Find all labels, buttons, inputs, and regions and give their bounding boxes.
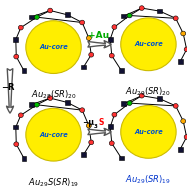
Bar (157, 9, 162, 13)
Circle shape (89, 52, 94, 57)
Circle shape (48, 8, 53, 13)
Circle shape (184, 47, 187, 52)
Circle shape (139, 6, 144, 10)
Circle shape (26, 21, 81, 74)
Circle shape (121, 105, 176, 158)
Circle shape (109, 141, 114, 146)
Circle shape (112, 112, 117, 117)
Circle shape (181, 31, 186, 36)
Bar (65, 100, 70, 105)
Text: Au-core: Au-core (39, 132, 68, 138)
Bar (157, 96, 162, 101)
Circle shape (34, 102, 39, 107)
Bar (81, 65, 86, 69)
Circle shape (139, 93, 144, 98)
Text: −μ: −μ (82, 118, 94, 127)
Circle shape (173, 104, 178, 108)
Circle shape (26, 108, 81, 161)
Circle shape (86, 123, 91, 128)
Circle shape (14, 142, 19, 147)
Text: S: S (98, 118, 103, 127)
Circle shape (34, 15, 39, 19)
Circle shape (48, 96, 53, 101)
Bar (178, 59, 183, 64)
Circle shape (80, 20, 85, 25)
Bar (121, 14, 126, 19)
Text: 3: 3 (94, 124, 98, 129)
Circle shape (112, 25, 117, 29)
Bar (81, 152, 86, 157)
Bar (119, 156, 124, 160)
Bar (121, 101, 126, 106)
Circle shape (80, 108, 85, 112)
Bar (65, 12, 70, 17)
Circle shape (18, 25, 23, 30)
Text: Au-core: Au-core (134, 129, 163, 135)
Circle shape (14, 54, 19, 59)
Bar (29, 15, 34, 19)
Circle shape (89, 140, 94, 145)
Bar (178, 147, 183, 152)
Circle shape (121, 18, 176, 71)
Text: Au-core: Au-core (39, 44, 68, 50)
Text: +Au: +Au (88, 31, 110, 40)
Circle shape (86, 36, 91, 40)
Text: $\mathit{Au}_{29}\mathit{(SR)}_{20}$: $\mathit{Au}_{29}\mathit{(SR)}_{20}$ (125, 86, 171, 98)
Text: $\mathit{Au}_{29}\mathit{(SR)}_{19}$: $\mathit{Au}_{29}\mathit{(SR)}_{19}$ (125, 173, 171, 186)
Circle shape (173, 16, 178, 21)
Bar (22, 68, 26, 73)
Bar (108, 37, 113, 42)
Bar (22, 156, 26, 161)
Circle shape (109, 53, 114, 58)
Bar (13, 125, 18, 129)
Text: $\mathit{Au}_{28}\mathit{(SR)}_{20}$: $\mathit{Au}_{28}\mathit{(SR)}_{20}$ (30, 89, 76, 101)
Text: Au-core: Au-core (134, 41, 163, 47)
Circle shape (181, 119, 186, 123)
Bar (29, 102, 34, 107)
Circle shape (18, 113, 23, 118)
Bar (119, 68, 124, 73)
Bar (108, 124, 113, 129)
Circle shape (184, 135, 187, 139)
Text: −R: −R (1, 83, 15, 92)
Circle shape (127, 13, 132, 18)
Bar (13, 37, 18, 42)
Circle shape (127, 101, 132, 105)
Text: $\mathit{Au}_{29}\mathit{S(SR)}_{19}$: $\mathit{Au}_{29}\mathit{S(SR)}_{19}$ (28, 176, 79, 189)
